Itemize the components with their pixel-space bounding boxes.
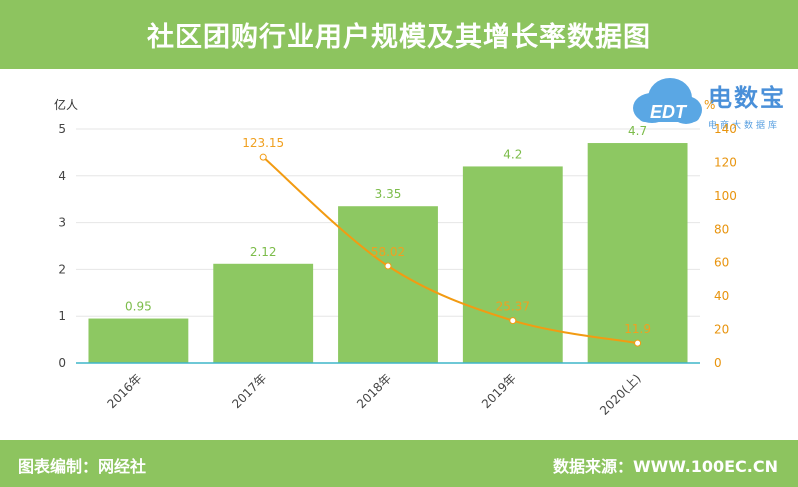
logo-mark: EDT <box>650 102 688 122</box>
x-tick-label: 2017年 <box>229 371 269 411</box>
y-left-tick-label: 4 <box>58 169 66 183</box>
header-bar: 社区团购行业用户规模及其增长率数据图 <box>0 0 798 69</box>
y-right-tick-label: 40 <box>714 289 729 303</box>
bar-value-label: 3.35 <box>375 187 402 201</box>
x-tick-label: 2018年 <box>354 371 394 411</box>
x-tick-label: 2016年 <box>105 371 145 411</box>
bar-value-label: 4.7 <box>628 124 647 138</box>
growth-rate-label: 123.15 <box>242 136 284 150</box>
y-right-tick-label: 60 <box>714 256 729 270</box>
logo-subtitle: 电商大数据库 <box>708 121 781 131</box>
y-right-tick-label: 120 <box>714 155 737 169</box>
data-labels: 0.95 2.12 3.35 4.2 4.7 123.15 58.02 25.37 11.9 <box>125 124 651 336</box>
logo: EDT 电数宝 电商大数据库 <box>628 74 794 136</box>
growth-rate-line <box>262 156 638 345</box>
bar-value-label: 0.95 <box>125 300 152 314</box>
y-right-unit: % <box>704 98 715 112</box>
bar <box>88 318 189 363</box>
y-right-tick-label: 0 <box>714 356 722 370</box>
bar <box>213 263 314 363</box>
y-left-tick-label: 5 <box>58 122 66 136</box>
y-left-tick-label: 1 <box>58 309 66 323</box>
y-right-tick-label: 140 <box>714 122 737 136</box>
growth-rate-label: 11.9 <box>624 322 651 336</box>
y-left-tick-label: 0 <box>58 356 66 370</box>
y-left-tick-label: 3 <box>58 216 66 230</box>
bar-value-label: 2.12 <box>250 245 277 259</box>
cloud-logo-icon: EDT <box>633 78 702 124</box>
y-right-tick-label: 100 <box>714 189 737 203</box>
x-tick-label: 2019年 <box>479 371 519 411</box>
y-right-tick-label: 20 <box>714 323 729 337</box>
x-tick-label: 2020(上) <box>597 371 644 418</box>
growth-rate-point <box>384 262 392 270</box>
y-right-tick-label: 80 <box>714 222 729 236</box>
chart-title: 社区团购行业用户规模及其增长率数据图 <box>147 22 651 53</box>
logo-name: 电数宝 <box>708 84 786 112</box>
growth-rate-point <box>634 339 642 347</box>
footer-source: 数据来源：WWW.100EC.CN <box>552 457 778 476</box>
growth-rate-label: 25.37 <box>496 300 530 314</box>
bar <box>338 206 438 363</box>
growth-rate-label: 58.02 <box>371 245 405 259</box>
growth-line <box>259 153 642 347</box>
y-left-tick-label: 2 <box>58 262 66 276</box>
footer-credit: 图表编制：网经社 <box>18 457 147 476</box>
bar <box>462 166 563 363</box>
bar <box>587 143 688 363</box>
y-left-unit: 亿人 <box>54 97 78 112</box>
growth-rate-point <box>259 153 267 161</box>
chart-area: 0 1 2 3 4 5 0 20 40 60 80 100 120 140 亿人 % 2016年 2017年 201… <box>54 97 737 418</box>
bars <box>88 143 688 363</box>
footer-bar: 图表编制：网经社 数据来源：WWW.100EC.CN <box>0 440 798 487</box>
bar-value-label: 4.2 <box>503 147 522 161</box>
growth-rate-point <box>509 317 517 325</box>
